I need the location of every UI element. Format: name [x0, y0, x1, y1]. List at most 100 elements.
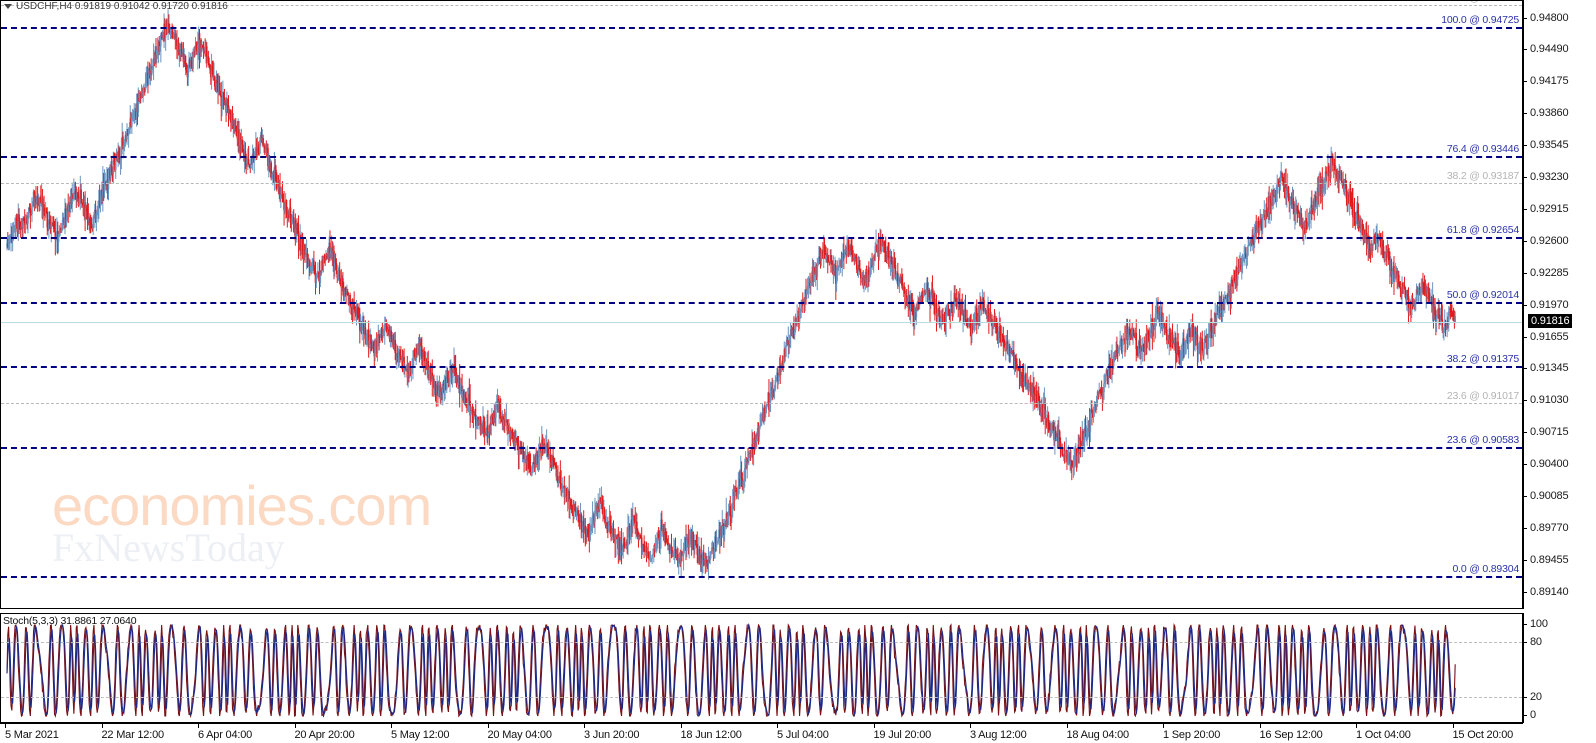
current-price-tag: 0.91816	[1528, 313, 1573, 328]
fibonacci-level-label: 100.0 @ 0.94725	[1441, 13, 1519, 26]
time-axis-tick-label: 22 Mar 12:00	[101, 729, 165, 741]
time-axis-tick	[584, 723, 585, 728]
price-axis-tick	[1523, 113, 1527, 115]
time-axis-tick	[1452, 723, 1454, 728]
fibonacci-level-line	[1, 26, 1522, 29]
price-axis-tick-label: 0.91655	[1530, 330, 1569, 343]
time-axis[interactable]: 5 Mar 2021 22 Mar 12:00 6 Apr 04:00 20 Apr …	[0, 723, 1523, 743]
price-pane-border	[0, 0, 1523, 609]
price-axis-tick	[1523, 18, 1527, 19]
time-axis-tick	[1066, 723, 1068, 728]
price-axis-tick-label: 0.94490	[1530, 43, 1569, 56]
fibonacci-level-line	[1, 4, 1522, 6]
stochastic-axis-tick-label: 0	[1530, 709, 1536, 721]
fibonacci-level-line	[1, 182, 1522, 184]
fibonacci-level-line	[1, 236, 1522, 239]
price-axis-tick	[1523, 273, 1527, 275]
price-axis-tick-label: 0.89140	[1530, 586, 1569, 598]
time-axis-tick	[1356, 723, 1357, 728]
time-axis-tick-label: 19 Jul 20:00	[873, 729, 932, 741]
price-axis-tick	[1523, 432, 1527, 434]
time-axis-tick	[294, 723, 296, 728]
price-axis-tick-label: 0.93545	[1530, 139, 1569, 152]
fibonacci-level-line	[1, 156, 1522, 159]
price-axis-tick	[1523, 49, 1527, 51]
fibonacci-level-label: 0.0 @ 0.89304	[1452, 563, 1520, 576]
price-axis-tick-label: 0.94175	[1530, 75, 1569, 88]
price-axis-tick-label: 0.91030	[1530, 394, 1569, 407]
price-axis-tick-label: 0.93230	[1530, 171, 1569, 184]
stochastic-pane-border	[0, 613, 1523, 723]
stochastic-series	[6, 622, 1456, 719]
fibonacci-level-label: 61.8 @ 0.92654	[1446, 223, 1519, 236]
time-axis-tick-label: 3 Aug 12:00	[970, 729, 1027, 741]
time-axis-tick-label: 18 Aug 04:00	[1066, 729, 1130, 741]
price-axis-tick-label: 0.89770	[1530, 522, 1569, 535]
candlestick-series	[6, 9, 1456, 580]
time-axis-tick-label: 15 Oct 20:00	[1452, 729, 1514, 741]
time-axis-line	[0, 723, 1523, 724]
stochastic-axis-tick-label: 20	[1530, 690, 1542, 703]
fibonacci-level-label: 50.0 @ 0.92014	[1446, 288, 1519, 301]
price-axis-tick-label: 0.89455	[1530, 554, 1569, 567]
price-axis-tick-label: 0.90400	[1530, 458, 1569, 471]
price-axis-tick-label: 0.92285	[1530, 267, 1569, 280]
stochastic-plot-area[interactable]	[1, 614, 1522, 722]
fibonacci-level-line	[1, 446, 1522, 449]
fibonacci-level-line	[1, 576, 1522, 579]
price-axis-tick	[1523, 528, 1527, 530]
stochastic-axis-tick-label: 100	[1530, 618, 1548, 630]
fibonacci-level-label: 23.6 @ 0.90583	[1446, 433, 1519, 446]
price-axis-tick	[1523, 400, 1527, 402]
price-axis-tick-label: 0.90715	[1530, 426, 1569, 439]
stochastic-axis[interactable]: 100 80 20 0	[1523, 613, 1596, 723]
stochastic-axis-tick	[1523, 696, 1527, 698]
stochastic-axis-tick	[1523, 642, 1527, 644]
stochastic-axis-tick	[1523, 715, 1527, 716]
price-axis-tick-label: 0.91970	[1530, 299, 1569, 311]
time-axis-tick-label: 5 Jul 04:00	[777, 729, 829, 741]
time-axis-tick	[5, 723, 6, 728]
price-axis-tick	[1523, 368, 1527, 370]
time-axis-tick	[1259, 723, 1261, 728]
price-axis-tick	[1523, 241, 1527, 243]
time-axis-tick-label: 1 Sep 20:00	[1163, 729, 1221, 741]
time-axis-tick	[680, 723, 682, 728]
price-axis-tick	[1523, 305, 1527, 306]
symbol-header: USDCHF,H4 0.91819 0.91042 0.91720 0.9181…	[0, 0, 1523, 13]
stochastic-axis-tick	[1523, 624, 1527, 625]
stochastic-axis-spine	[1523, 613, 1524, 723]
time-axis-tick	[487, 723, 489, 728]
time-axis-tick-label: 20 Apr 20:00	[294, 729, 355, 741]
time-axis-tick	[970, 723, 971, 728]
stochastic-label: Stoch(5,3,3) 31.8861 27.0640	[3, 615, 137, 627]
fibonacci-level-line	[1, 366, 1522, 369]
time-axis-tick-label: 1 Oct 04:00	[1356, 729, 1411, 741]
price-axis-tick	[1523, 464, 1527, 466]
time-axis-tick-label: 3 Jun 20:00	[584, 729, 640, 741]
fibonacci-level-label: 50.0 @ 0.94941	[1447, 1, 1519, 4]
price-axis[interactable]: 0.94800 0.94490 0.94175 0.93860 0.93545 0.932…	[1523, 0, 1596, 609]
price-axis-spine	[1523, 0, 1524, 609]
price-axis-tick-label: 0.92915	[1530, 203, 1569, 216]
price-axis-tick	[1523, 81, 1527, 83]
triangle-down-icon[interactable]	[4, 4, 12, 9]
fibonacci-level-label: 23.6 @ 0.91017	[1446, 389, 1519, 402]
time-axis-tick	[873, 723, 875, 728]
time-axis-tick-label: 5 Mar 2021	[5, 729, 59, 741]
current-price-line	[1, 321, 1522, 323]
time-axis-tick-label: 16 Sep 12:00	[1259, 729, 1323, 741]
stochastic-level-line	[1, 642, 1522, 644]
price-axis-tick	[1523, 209, 1527, 211]
price-plot-area[interactable]: 50.0 @ 0.94941 100.0 @ 0.94725 76.4 @ 0.93…	[1, 1, 1522, 608]
stochastic-axis-tick-label: 80	[1530, 636, 1542, 649]
price-axis-tick	[1523, 496, 1527, 498]
price-axis-tick-label: 0.92600	[1530, 235, 1569, 248]
symbol-label: USDCHF,H4 0.91819 0.91042 0.91720 0.9181…	[16, 1, 228, 12]
time-axis-tick	[777, 723, 778, 728]
time-axis-tick	[198, 723, 199, 728]
fibonacci-level-label: 38.2 @ 0.91375	[1446, 353, 1519, 366]
fibonacci-level-label: 76.4 @ 0.93446	[1446, 143, 1519, 156]
time-axis-tick	[1163, 723, 1164, 728]
price-axis-tick	[1523, 560, 1527, 562]
